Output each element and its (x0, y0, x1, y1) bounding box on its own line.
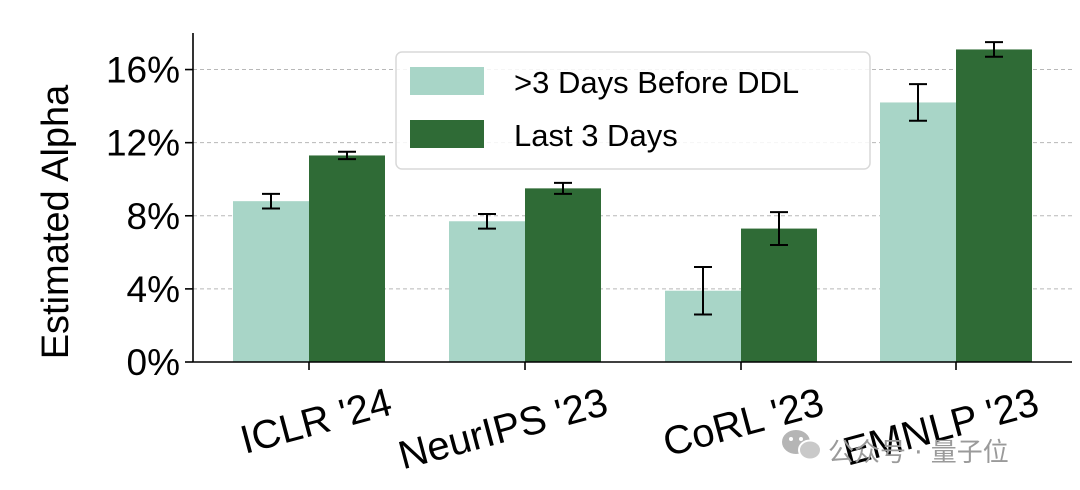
error-bar (478, 212, 496, 230)
bar-3-days-before-ddl-neurips-23 (449, 221, 525, 362)
y-axis-label: Estimated Alpha (35, 84, 77, 359)
legend-frame (395, 51, 871, 170)
watermark: 公众号 · 量子位 (782, 430, 1009, 468)
error-bar (262, 192, 280, 210)
legend-label-before-ddl: >3 Days Before DDL (514, 65, 799, 100)
y-tick-label: 12% (106, 123, 180, 164)
legend-label-last-3-days: Last 3 Days (514, 118, 678, 153)
bars (233, 49, 1032, 362)
error-bar (909, 83, 927, 122)
error-bar (554, 181, 572, 195)
x-tick-label: NeurIPS '23 (394, 380, 613, 478)
y-tick-label: 4% (127, 269, 180, 310)
watermark-text: 公众号 · 量子位 (828, 438, 1009, 468)
y-ticks: 0% 4% 8% 12% 16% (106, 50, 193, 383)
axes (192, 33, 1072, 363)
bar-3-days-before-ddl-emnlp-23 (880, 102, 956, 362)
bar-last-3-days-iclr-24 (309, 155, 385, 362)
error-bar (338, 150, 356, 161)
legend: >3 Days Before DDL Last 3 Days (395, 51, 871, 170)
y-tick-label: 8% (127, 196, 180, 237)
y-tick-label: 16% (106, 50, 180, 91)
legend-swatch-last-3-days (410, 120, 484, 148)
x-tick-label: ICLR '24 (236, 380, 397, 462)
legend-swatch-before-ddl (410, 67, 484, 95)
wechat-icon (782, 430, 822, 461)
bar-last-3-days-neurips-23 (525, 188, 601, 362)
error-bar (985, 41, 1003, 58)
y-tick-label: 0% (127, 342, 180, 383)
error-bar (770, 211, 788, 247)
bar-last-3-days-corl-23 (741, 228, 817, 362)
error-bars (262, 41, 1003, 316)
bar-3-days-before-ddl-iclr-24 (233, 201, 309, 362)
error-bar (694, 265, 712, 316)
bar-last-3-days-emnlp-23 (956, 49, 1032, 362)
